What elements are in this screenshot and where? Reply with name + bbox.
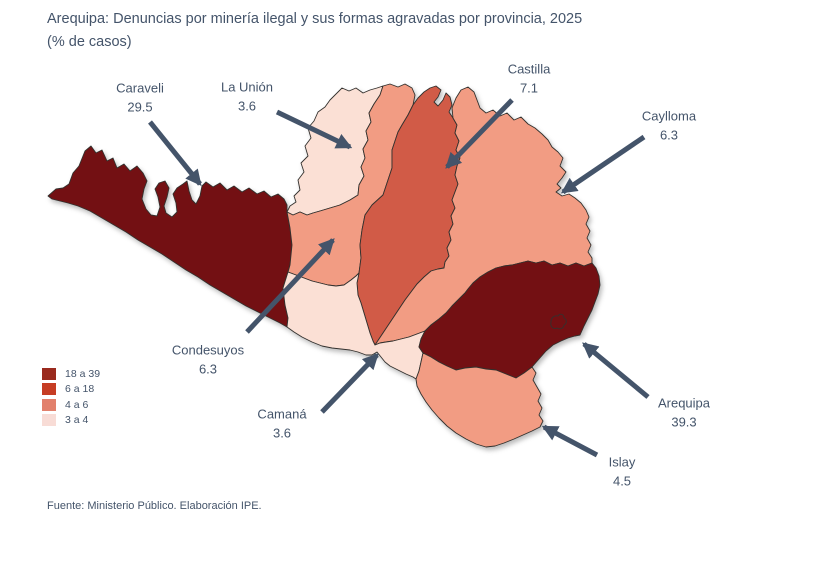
legend-item: 4 a 6: [42, 397, 100, 413]
legend-item: 18 a 39: [42, 366, 100, 382]
arequipa-city-enclave-outline: [550, 313, 567, 330]
arrow-islay: [541, 424, 599, 458]
chart-subtitle: (% de casos): [47, 34, 132, 50]
callout-arrows: [148, 98, 650, 458]
label-condesuyos-value: 6.3: [198, 361, 218, 376]
map-legend: 18 a 39 6 a 18 4 a 6 3 a 4: [42, 366, 100, 428]
label-caraveli-value: 29.5: [127, 99, 153, 114]
arrow-camana: [320, 353, 379, 414]
label-arequipa-value: 39.3: [671, 414, 697, 429]
label-caylloma-name: Caylloma: [641, 108, 697, 124]
arrow-arequipa: [582, 342, 650, 399]
chart-title: Arequipa: Denuncias por minería ilegal y…: [47, 11, 583, 27]
arrow-la-union: [275, 109, 353, 150]
arrow-caraveli: [148, 120, 202, 186]
label-la-union-name: La Unión: [220, 79, 274, 95]
arrow-condesuyos: [245, 238, 335, 334]
legend-label: 3 a 4: [65, 414, 89, 427]
label-islay-value: 4.5: [612, 473, 632, 488]
chart-header: Arequipa: Denuncias por minería ilegal y…: [47, 8, 582, 54]
label-castilla-name: Castilla: [507, 61, 551, 77]
province-caraveli: [47, 145, 293, 328]
legend-label: 4 a 6: [65, 398, 89, 411]
label-islay-name: Islay: [608, 454, 636, 470]
legend-label: 18 a 39: [65, 367, 101, 380]
label-castilla-value: 7.1: [519, 80, 539, 95]
label-caraveli-name: Caraveli: [116, 80, 164, 96]
label-caraveli: Caraveli 29.5: [116, 80, 164, 117]
label-camana: Camaná 3.6: [257, 406, 306, 443]
legend-swatch: [42, 367, 56, 380]
legend-item: 6 a 18: [42, 382, 100, 398]
label-la-union-value: 3.6: [237, 98, 257, 113]
label-arequipa: Arequipa 39.3: [658, 395, 710, 432]
arrow-castilla: [445, 98, 514, 169]
province-shapes: [47, 83, 601, 448]
label-castilla: Castilla 7.1: [508, 61, 551, 98]
arrow-caylloma: [560, 134, 646, 195]
legend-label: 6 a 18: [65, 383, 95, 396]
label-condesuyos: Condesuyos 6.3: [172, 342, 244, 379]
label-camana-name: Camaná: [257, 406, 307, 422]
province-islay: [415, 352, 544, 448]
label-islay: Islay 4.5: [609, 454, 636, 491]
legend-swatch: [42, 383, 56, 396]
label-camana-value: 3.6: [272, 425, 292, 440]
source-note: Fuente: Ministerio Público. Elaboración …: [47, 500, 262, 512]
label-condesuyos-name: Condesuyos: [171, 342, 245, 358]
legend-swatch: [42, 398, 56, 411]
label-arequipa-name: Arequipa: [657, 395, 711, 411]
label-caylloma-value: 6.3: [659, 127, 679, 142]
label-la-union: La Unión 3.6: [221, 79, 273, 116]
label-caylloma: Caylloma 6.3: [642, 108, 696, 145]
legend-swatch: [42, 414, 56, 427]
legend-item: 3 a 4: [42, 413, 100, 429]
